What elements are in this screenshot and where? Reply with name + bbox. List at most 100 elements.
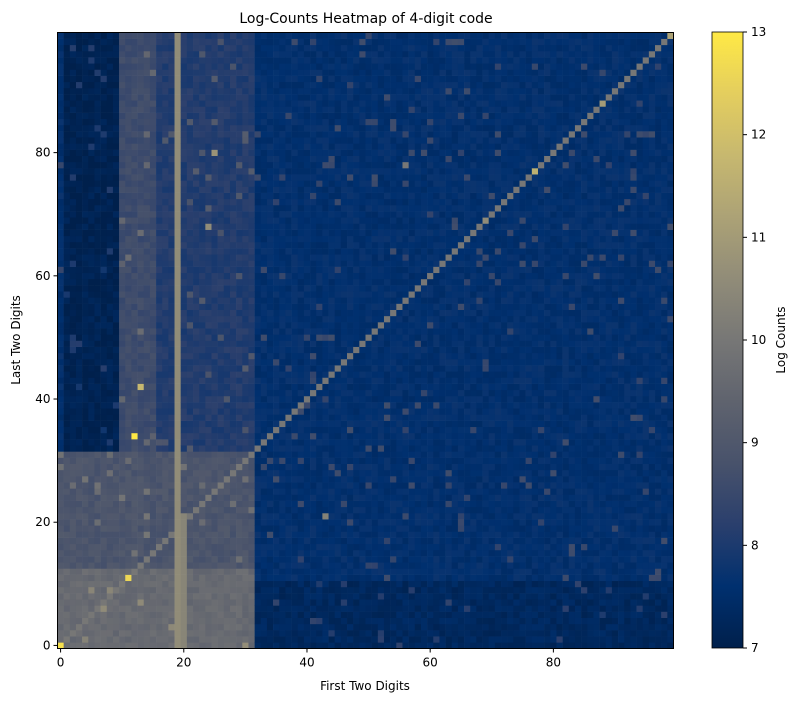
- heatmap-cell: [149, 155, 157, 163]
- heatmap-cell: [199, 463, 206, 471]
- heatmap-cell: [347, 174, 354, 181]
- heatmap-cell: [149, 44, 157, 52]
- heatmap-cell: [285, 352, 292, 360]
- heatmap-cell: [347, 439, 354, 446]
- heatmap-cell: [94, 266, 101, 274]
- heatmap-cell: [260, 531, 268, 538]
- heatmap-cell: [199, 217, 206, 224]
- heatmap-cell: [334, 580, 342, 588]
- heatmap-cell: [217, 556, 225, 563]
- heatmap-cell: [119, 439, 126, 446]
- heatmap-cell: [131, 334, 138, 341]
- heatmap-cell: [334, 408, 342, 415]
- heatmap-cell: [285, 340, 292, 347]
- heatmap-cell: [303, 63, 311, 70]
- heatmap-cell: [242, 32, 249, 39]
- heatmap-cell: [69, 186, 77, 193]
- heatmap-cell: [82, 537, 89, 545]
- heatmap-cell: [149, 531, 157, 538]
- heatmap-cell: [193, 494, 200, 501]
- heatmap-cell: [156, 408, 163, 415]
- heatmap-cell: [149, 574, 157, 582]
- heatmap-cell: [119, 75, 126, 83]
- heatmap-cell: [285, 642, 292, 649]
- heatmap-cell: [162, 328, 169, 335]
- heatmap-cell: [322, 266, 329, 274]
- heatmap-cell: [137, 168, 145, 175]
- heatmap-cell: [162, 451, 169, 458]
- heatmap-cell: [266, 617, 274, 625]
- heatmap-cell: [137, 346, 145, 354]
- heatmap-cell: [217, 94, 225, 101]
- heatmap-cell: [193, 63, 200, 70]
- heatmap-cell: [180, 414, 188, 421]
- heatmap-cell: [180, 131, 188, 138]
- heatmap-cell: [229, 402, 237, 409]
- heatmap-cell: [334, 537, 342, 545]
- heatmap-cell: [100, 531, 108, 538]
- heatmap-cell: [69, 488, 77, 495]
- heatmap-cell: [236, 365, 243, 372]
- heatmap-cell: [63, 562, 71, 569]
- heatmap-cell: [199, 402, 206, 409]
- heatmap-cell: [199, 328, 206, 335]
- heatmap-cell: [82, 297, 89, 304]
- heatmap-cell: [254, 346, 262, 354]
- heatmap-cell: [88, 506, 95, 514]
- heatmap-cell: [193, 568, 200, 575]
- heatmap-cell: [266, 352, 274, 360]
- heatmap-cell: [279, 315, 286, 323]
- heatmap-cell: [285, 512, 292, 520]
- heatmap-cell: [82, 506, 89, 514]
- heatmap-cell: [254, 149, 262, 156]
- heatmap-cell: [273, 377, 280, 384]
- heatmap-cell: [143, 642, 151, 649]
- heatmap-cell: [94, 389, 101, 397]
- heatmap-cell: [334, 285, 342, 292]
- heatmap-cell: [57, 432, 64, 440]
- heatmap-cell: [359, 580, 366, 588]
- heatmap-cell: [254, 217, 262, 224]
- heatmap-cell: [131, 506, 138, 514]
- heatmap-cell: [119, 328, 126, 335]
- heatmap-cell: [168, 414, 175, 421]
- heatmap-cell: [125, 568, 132, 575]
- heatmap-cell: [94, 309, 101, 317]
- heatmap-cell: [353, 463, 360, 471]
- heatmap-cell: [156, 161, 163, 169]
- heatmap-cell: [69, 285, 77, 292]
- heatmap-cell: [75, 198, 83, 206]
- heatmap-cell: [291, 334, 299, 341]
- heatmap-cell: [119, 611, 126, 618]
- heatmap-cell: [328, 204, 335, 212]
- heatmap-cell: [353, 512, 360, 520]
- heatmap-cell: [310, 642, 317, 649]
- heatmap-cell: [310, 328, 317, 335]
- heatmap-cell: [353, 100, 360, 107]
- heatmap-cell: [131, 420, 138, 428]
- heatmap-cell: [156, 137, 163, 144]
- heatmap-cell: [205, 549, 212, 557]
- heatmap-cell: [131, 81, 138, 89]
- heatmap-cell: [229, 346, 237, 354]
- heatmap-cell: [112, 272, 120, 280]
- heatmap-cell: [94, 642, 101, 649]
- heatmap-cell: [180, 303, 188, 310]
- heatmap-cell: [180, 266, 188, 274]
- heatmap-cell: [285, 531, 292, 538]
- heatmap-cell: [236, 118, 243, 126]
- heatmap-cell: [254, 112, 262, 120]
- heatmap-cell: [162, 574, 169, 582]
- heatmap-cell: [273, 451, 280, 458]
- heatmap-cell: [273, 328, 280, 335]
- heatmap-cell: [149, 272, 157, 280]
- heatmap-cell: [112, 44, 120, 52]
- heatmap-cell: [82, 291, 89, 298]
- heatmap-cell: [112, 568, 120, 575]
- heatmap-cell: [347, 38, 354, 46]
- heatmap-cell: [156, 531, 163, 538]
- heatmap-cell: [125, 549, 132, 557]
- heatmap-cell: [316, 211, 323, 218]
- heatmap-cell: [156, 328, 163, 335]
- heatmap-cell: [328, 266, 335, 274]
